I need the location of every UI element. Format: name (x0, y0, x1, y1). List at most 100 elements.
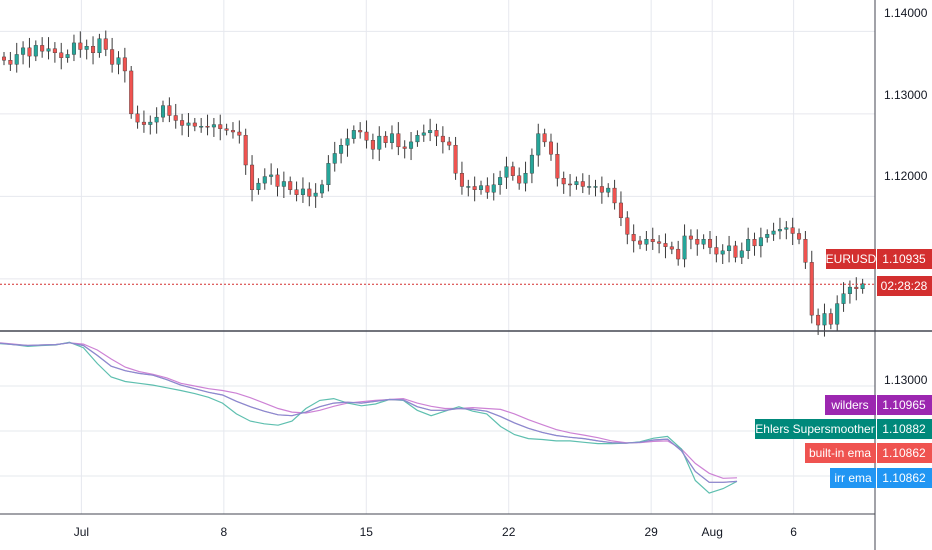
candle-body (561, 177, 566, 185)
candle-body (345, 138, 350, 146)
candle-body (269, 174, 274, 177)
y-tick-label: 1.13000 (884, 88, 928, 102)
candle-body (625, 217, 630, 235)
candle-body (389, 133, 394, 143)
candle-body (358, 130, 363, 133)
candle-body (809, 262, 814, 316)
candle-body (326, 163, 331, 186)
candle-body (434, 130, 439, 137)
candle-body (440, 135, 445, 143)
candle-body (78, 42, 83, 50)
candle-body (548, 141, 553, 155)
candle-body (186, 122, 191, 126)
candle-body (211, 124, 216, 128)
candle-body (797, 233, 802, 240)
candle-body (332, 153, 337, 164)
candle-body (542, 133, 547, 143)
candle-body (784, 227, 789, 230)
candle-body (574, 181, 579, 185)
candle-body (52, 48, 57, 53)
candle-body (339, 144, 344, 154)
candle-body (676, 248, 681, 260)
candle-body (199, 126, 204, 128)
candle-body (854, 286, 859, 289)
candle-body (421, 132, 426, 136)
candle-body (65, 54, 70, 58)
candle-body (383, 135, 388, 143)
candle-body (580, 181, 585, 187)
legend-value: 1.10862 (882, 471, 926, 485)
legend-irr-ema: irr ema 1.10862 (830, 468, 932, 488)
candle-body (21, 47, 26, 55)
candle-body (714, 247, 719, 255)
candle-body (606, 187, 611, 193)
legend-built-in-ema: built-in ema 1.10862 (805, 443, 932, 463)
candle-body (841, 293, 846, 304)
candle-body (466, 186, 471, 188)
legend-ehlers-supersmoother: Ehlers Supersmoother 1.10882 (755, 419, 932, 439)
candle-body (110, 49, 115, 65)
price-candles (2, 30, 865, 337)
candle-body (765, 234, 770, 238)
candle-body (364, 131, 369, 141)
legend-name: Ehlers Supersmoother (755, 422, 874, 436)
candle-body (746, 239, 751, 252)
x-tick-label: 22 (502, 525, 516, 539)
y-tick-label: 1.14000 (884, 6, 928, 20)
candle-body (822, 313, 827, 326)
countdown-label: 02:28:28 (881, 279, 928, 293)
candle-body (638, 240, 643, 245)
candle-body (860, 283, 865, 289)
candle-body (180, 120, 185, 126)
candle-body (669, 246, 674, 250)
indicator-line (0, 342, 738, 479)
candle-body (243, 135, 248, 166)
candle-body (148, 121, 153, 125)
legend-name: built-in ema (809, 446, 871, 460)
candle-body (816, 314, 821, 326)
candle-countdown: 02:28:28 (877, 276, 932, 296)
candle-body (847, 286, 852, 294)
candle-body (555, 154, 560, 179)
candle-body (84, 46, 89, 50)
candle-body (479, 185, 484, 190)
candle-body (135, 113, 140, 123)
candle-body (587, 186, 592, 188)
candle-body (167, 105, 172, 116)
candle-body (771, 230, 776, 235)
time-axis[interactable]: Jul 8 15 22 29 Aug 6 (74, 525, 798, 539)
x-tick-label: 15 (360, 525, 374, 539)
x-tick-label: 8 (220, 525, 227, 539)
candle-body (707, 239, 712, 248)
candle-body (688, 235, 693, 240)
candle-body (409, 141, 414, 149)
y-tick-label: 1.13000 (884, 373, 928, 387)
legend-value: 1.10882 (882, 422, 926, 436)
candle-body (370, 140, 375, 150)
candle-body (402, 146, 407, 149)
candle-body (663, 243, 668, 247)
candle-body (300, 188, 305, 195)
candle-body (701, 239, 706, 245)
candle-body (256, 182, 261, 190)
candle-body (161, 105, 166, 118)
indicator-lines (0, 341, 738, 494)
candle-body (173, 115, 178, 121)
legend-wilders: wilders 1.10965 (825, 395, 932, 415)
candle-body (599, 186, 604, 193)
candle-body (568, 183, 573, 186)
candle-body (218, 124, 223, 129)
candle-body (504, 166, 509, 178)
candle-body (828, 313, 833, 325)
candle-body (733, 245, 738, 258)
candle-body (695, 239, 700, 245)
candle-body (91, 46, 96, 54)
candle-body (2, 56, 6, 61)
legend-value: 1.10965 (882, 398, 926, 412)
candle-body (141, 121, 146, 125)
candle-body (835, 303, 840, 325)
candle-body (71, 42, 76, 55)
candle-body (657, 241, 662, 244)
last-price-label: 1.10935 (882, 252, 926, 266)
